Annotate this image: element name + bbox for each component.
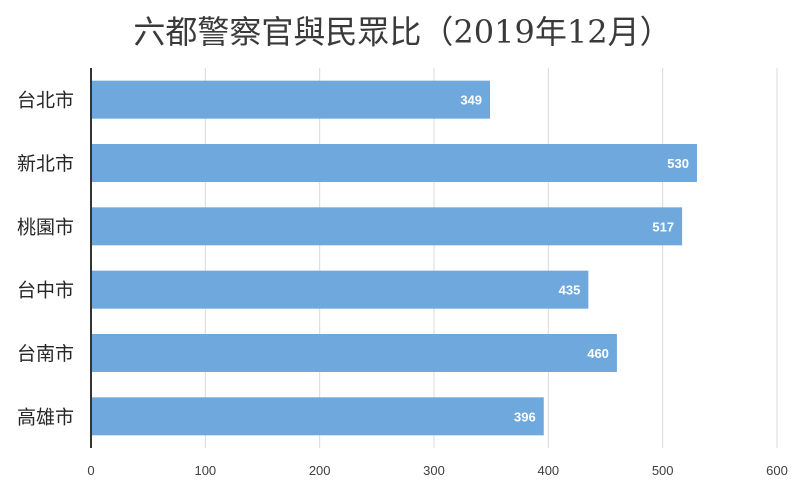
x-tick-label: 600 [766,463,788,478]
category-label: 台中市 [17,280,74,302]
gridlines [204,68,778,448]
bar-3 [91,207,683,246]
data-label: 435 [559,283,581,298]
bars [91,80,697,436]
x-tick-label: 0 [87,463,94,478]
data-label: 396 [514,409,536,424]
x-tick-label: 500 [652,463,674,478]
category-label: 台北市 [17,90,74,112]
x-tick-label: 400 [537,463,559,478]
bar-6 [91,397,544,436]
data-label: 530 [667,156,689,171]
data-label: 349 [460,93,482,108]
category-label: 新北市 [17,153,74,175]
bar-1 [91,80,491,119]
category-label: 高雄市 [17,406,74,428]
bar-4 [91,270,589,309]
bar-2 [91,143,697,182]
category-label: 台南市 [17,343,74,365]
bar-5 [91,333,617,372]
labels: 0 100 200 300 400 500 600 349 台北市 530 新北市 517 桃園市 435… [17,90,788,478]
chart-title: 六都警察官與民眾比（2019年12月） [133,13,672,51]
data-label: 517 [652,219,674,234]
category-label: 桃園市 [17,216,74,238]
x-tick-label: 200 [309,463,331,478]
x-tick-label: 300 [423,463,445,478]
data-label: 460 [587,346,609,361]
x-tick-label: 100 [194,463,216,478]
